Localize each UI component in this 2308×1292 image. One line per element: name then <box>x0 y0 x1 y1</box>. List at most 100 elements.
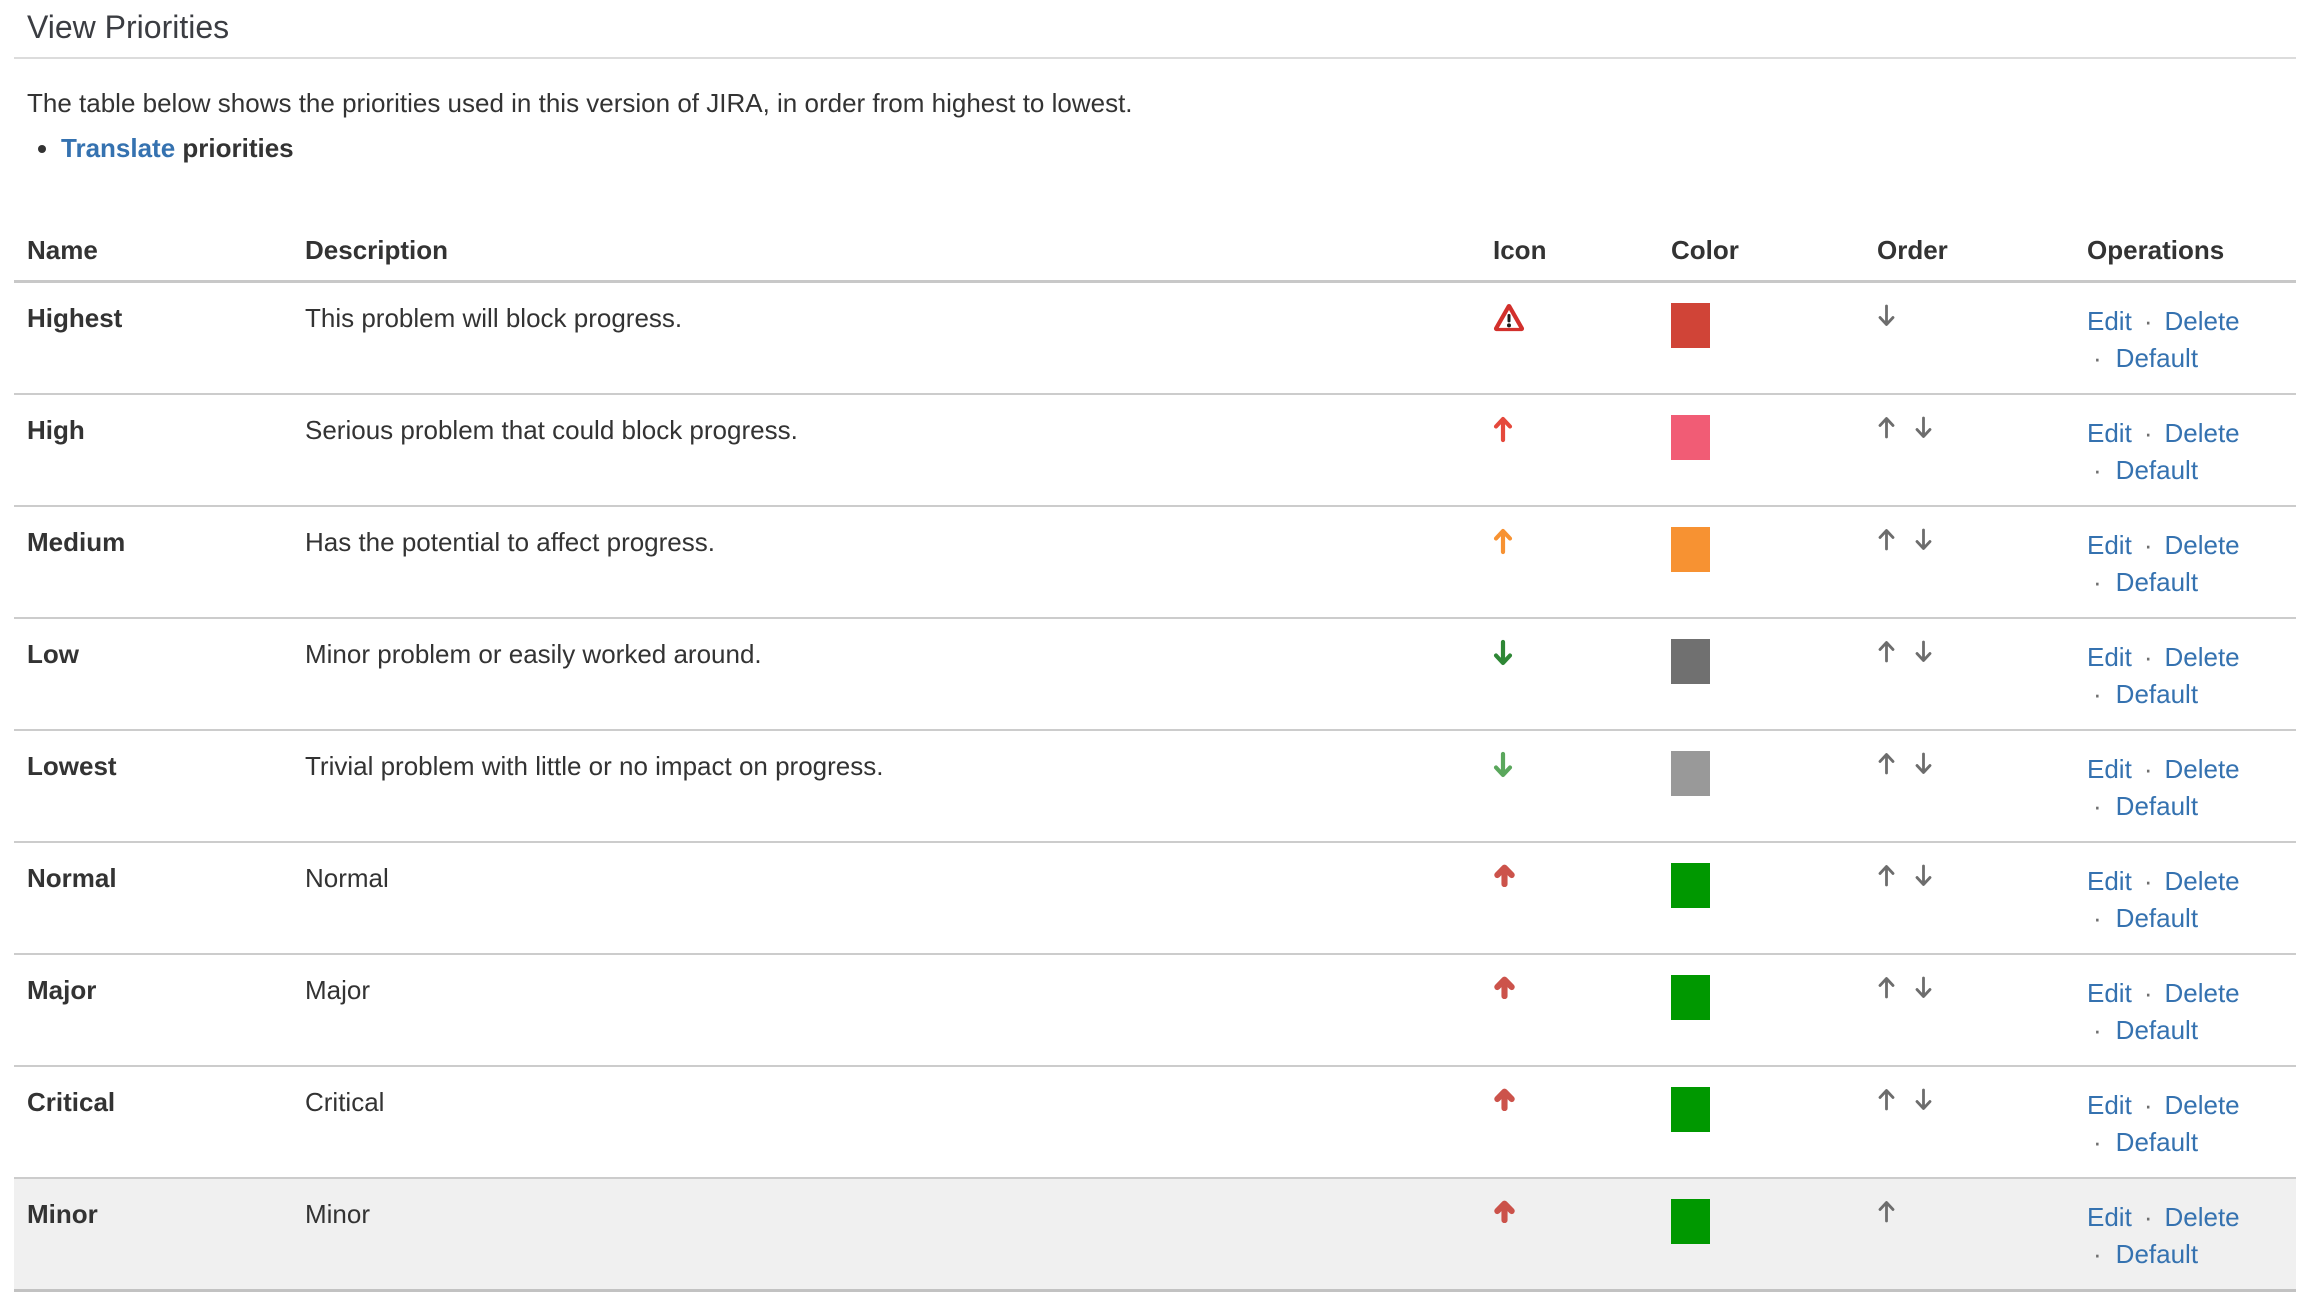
order-cell <box>1864 281 2074 396</box>
move-up-icon[interactable] <box>1877 975 1896 1000</box>
default-link[interactable]: Default <box>2115 791 2199 822</box>
move-up-icon[interactable] <box>1877 639 1896 664</box>
operations-separator: · <box>2093 679 2102 710</box>
delete-link[interactable]: Delete <box>2164 530 2240 561</box>
move-down-icon[interactable] <box>1914 975 1933 1000</box>
delete-link[interactable]: Delete <box>2164 418 2240 449</box>
table-header-row: Name Description Icon Color Order Operat… <box>14 221 2296 284</box>
operations-line-1: Edit · Delete <box>2087 639 2290 676</box>
priority-description: Has the potential to affect progress. <box>305 527 715 558</box>
move-up-icon[interactable] <box>1877 863 1896 888</box>
edit-link[interactable]: Edit <box>2087 530 2132 561</box>
table-row: Normal Normal Edit · Delete · Default <box>14 842 2296 956</box>
header-description: Description <box>292 221 1477 284</box>
move-down-icon[interactable] <box>1914 415 1933 440</box>
move-down-icon[interactable] <box>1914 751 1933 776</box>
translate-link[interactable]: Translate <box>61 132 176 163</box>
move-down-icon[interactable] <box>1914 639 1933 664</box>
warning-triangle-icon <box>1493 303 1525 333</box>
operations-line-2: · Default <box>2093 900 2290 937</box>
edit-link[interactable]: Edit <box>2087 1202 2132 1233</box>
arrow-down-icon <box>1493 751 1513 779</box>
priority-name: Low <box>27 639 79 670</box>
operations-separator: · <box>2093 1127 2102 1158</box>
default-link[interactable]: Default <box>2115 1015 2199 1046</box>
edit-link[interactable]: Edit <box>2087 866 2132 897</box>
operations-cell: Edit · Delete · Default <box>2074 1066 2296 1180</box>
view-priorities-page: View Priorities The table below shows th… <box>14 0 2296 1292</box>
translate-suffix: priorities <box>175 132 294 163</box>
default-link[interactable]: Default <box>2115 1239 2199 1270</box>
delete-link[interactable]: Delete <box>2164 978 2240 1009</box>
default-link[interactable]: Default <box>2115 455 2199 486</box>
operations-separator: · <box>2093 455 2102 486</box>
edit-link[interactable]: Edit <box>2087 1090 2132 1121</box>
edit-link[interactable]: Edit <box>2087 978 2132 1009</box>
default-link[interactable]: Default <box>2115 679 2199 710</box>
operations-cell: Edit · Delete · Default <box>2074 842 2296 956</box>
delete-link[interactable]: Delete <box>2164 642 2240 673</box>
edit-link[interactable]: Edit <box>2087 418 2132 449</box>
operations-separator: · <box>2143 418 2153 449</box>
default-link[interactable]: Default <box>2115 1127 2199 1158</box>
delete-link[interactable]: Delete <box>2164 1202 2240 1233</box>
delete-link[interactable]: Delete <box>2164 754 2240 785</box>
edit-link[interactable]: Edit <box>2087 754 2132 785</box>
table-row: Medium Has the potential to affect progr… <box>14 506 2296 620</box>
operations-line-2: · Default <box>2093 788 2290 825</box>
operations-line-1: Edit · Delete <box>2087 751 2290 788</box>
priority-name: Critical <box>27 1087 116 1118</box>
priority-name: Major <box>27 975 97 1006</box>
move-up-icon[interactable] <box>1877 527 1896 552</box>
edit-link[interactable]: Edit <box>2087 306 2132 337</box>
priority-description: Minor problem or easily worked around. <box>305 639 762 670</box>
operations-separator: · <box>2093 1015 2102 1046</box>
color-swatch <box>1671 751 1710 797</box>
operations-line-2: · Default <box>2093 1124 2290 1161</box>
operations-separator: · <box>2143 754 2153 785</box>
operations-separator: · <box>2093 1239 2102 1270</box>
operations-separator: · <box>2093 791 2102 822</box>
move-up-icon[interactable] <box>1877 1087 1896 1112</box>
order-cell <box>1864 730 2074 844</box>
operations-separator: · <box>2143 978 2153 1009</box>
operations-cell: Edit · Delete · Default <box>2074 1178 2296 1292</box>
move-up-icon[interactable] <box>1877 1199 1896 1224</box>
color-swatch <box>1671 975 1710 1021</box>
table-row: Major Major Edit · Delete · Default <box>14 954 2296 1068</box>
table-row: Minor Minor Edit · Delete · Default <box>14 1178 2296 1292</box>
table-row: Highest This problem will block progress… <box>14 281 2296 396</box>
operations-separator: · <box>2143 306 2153 337</box>
header-icon: Icon <box>1477 221 1655 284</box>
operations-separator: · <box>2143 866 2153 897</box>
order-cell <box>1864 842 2074 956</box>
edit-link[interactable]: Edit <box>2087 642 2132 673</box>
move-down-icon[interactable] <box>1914 527 1933 552</box>
move-down-icon[interactable] <box>1914 1087 1933 1112</box>
default-link[interactable]: Default <box>2115 567 2199 598</box>
operations-line-1: Edit · Delete <box>2087 303 2290 340</box>
move-up-icon[interactable] <box>1877 415 1896 440</box>
order-cell <box>1864 954 2074 1068</box>
table-row: Critical Critical Edit · Delete · Default <box>14 1066 2296 1180</box>
priority-description: This problem will block progress. <box>305 303 683 334</box>
move-down-icon[interactable] <box>1877 303 1896 328</box>
operations-line-1: Edit · Delete <box>2087 975 2290 1012</box>
operations-separator: · <box>2093 903 2102 934</box>
operations-line-1: Edit · Delete <box>2087 1087 2290 1124</box>
default-link[interactable]: Default <box>2115 903 2199 934</box>
move-down-icon[interactable] <box>1914 863 1933 888</box>
delete-link[interactable]: Delete <box>2164 306 2240 337</box>
operations-cell: Edit · Delete · Default <box>2074 394 2296 508</box>
table-row: Lowest Trivial problem with little or no… <box>14 730 2296 844</box>
arrow-up-bold-icon <box>1493 1088 1516 1112</box>
delete-link[interactable]: Delete <box>2164 866 2240 897</box>
operations-separator: · <box>2093 343 2102 374</box>
color-swatch <box>1671 527 1710 573</box>
delete-link[interactable]: Delete <box>2164 1090 2240 1121</box>
default-link[interactable]: Default <box>2115 343 2199 374</box>
order-cell <box>1864 506 2074 620</box>
move-up-icon[interactable] <box>1877 751 1896 776</box>
priority-name: Highest <box>27 303 123 334</box>
arrow-up-icon <box>1493 415 1513 443</box>
